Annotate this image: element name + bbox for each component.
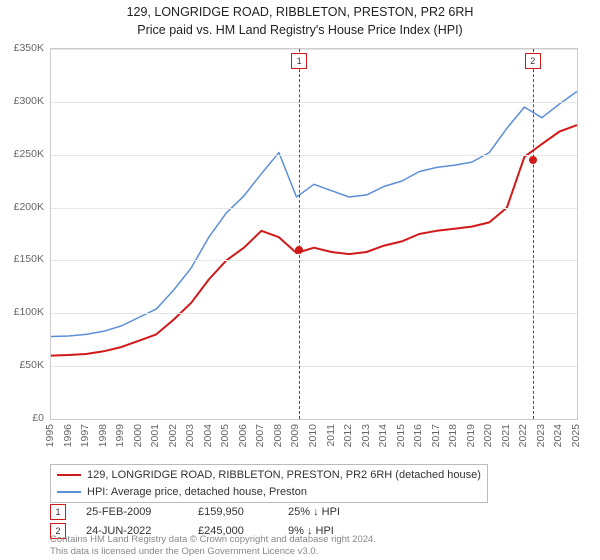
reference-marker: 2	[525, 53, 541, 69]
x-tick-label: 1998	[97, 424, 109, 447]
x-tick-label: 2002	[167, 424, 179, 447]
title-line-2: Price paid vs. HM Land Registry's House …	[0, 22, 600, 40]
x-tick-label: 1996	[62, 424, 74, 447]
legend-label: 129, LONGRIDGE ROAD, RIBBLETON, PRESTON,…	[87, 467, 481, 484]
y-tick-label: £150K	[14, 253, 44, 265]
y-tick-label: £300K	[14, 95, 44, 107]
x-tick-label: 2013	[360, 424, 372, 447]
x-tick-label: 1995	[44, 424, 56, 447]
x-tick-label: 2018	[447, 424, 459, 447]
plot-area: 12	[50, 48, 578, 420]
x-tick-label: 2021	[500, 424, 512, 447]
x-tick-label: 2016	[412, 424, 424, 447]
x-tick-label: 2012	[342, 424, 354, 447]
footer: Contains HM Land Registry data © Crown c…	[50, 534, 376, 558]
x-tick-label: 2011	[325, 424, 337, 447]
gridline	[51, 208, 577, 209]
footer-line-2: This data is licensed under the Open Gov…	[50, 546, 376, 558]
reference-marker: 1	[291, 53, 307, 69]
x-tick-label: 2020	[482, 424, 494, 447]
marker-price: £159,950	[198, 506, 268, 518]
x-axis: 1995199619971998199920002001200220032004…	[50, 420, 578, 440]
x-tick-label: 2007	[254, 424, 266, 447]
gridline	[51, 366, 577, 367]
plot-svg	[51, 49, 577, 419]
title-block: 129, LONGRIDGE ROAD, RIBBLETON, PRESTON,…	[0, 0, 600, 39]
gridline	[51, 155, 577, 156]
legend-row: HPI: Average price, detached house, Pres…	[57, 484, 481, 501]
chart-container: 129, LONGRIDGE ROAD, RIBBLETON, PRESTON,…	[0, 0, 600, 560]
x-tick-label: 2001	[149, 424, 161, 447]
x-tick-label: 2010	[307, 424, 319, 447]
y-tick-label: £200K	[14, 201, 44, 213]
x-tick-label: 2024	[552, 424, 564, 447]
x-tick-label: 2022	[517, 424, 529, 447]
legend-row: 129, LONGRIDGE ROAD, RIBBLETON, PRESTON,…	[57, 467, 481, 484]
x-tick-label: 2023	[535, 424, 547, 447]
y-tick-label: £350K	[14, 42, 44, 54]
title-line-1: 129, LONGRIDGE ROAD, RIBBLETON, PRESTON,…	[0, 4, 600, 22]
legend-swatch	[57, 491, 81, 493]
x-tick-label: 2009	[289, 424, 301, 447]
x-tick-label: 1999	[114, 424, 126, 447]
sale-point	[295, 246, 303, 254]
x-tick-label: 2008	[272, 424, 284, 447]
legend-label: HPI: Average price, detached house, Pres…	[87, 484, 307, 501]
x-tick-label: 2000	[132, 424, 144, 447]
y-tick-label: £50K	[19, 359, 44, 371]
gridline	[51, 102, 577, 103]
x-tick-label: 1997	[79, 424, 91, 447]
y-tick-label: £250K	[14, 148, 44, 160]
marker-row: 1 25-FEB-2009 £159,950 25% ↓ HPI	[50, 504, 358, 520]
y-tick-label: £0	[32, 412, 44, 424]
x-tick-label: 2003	[184, 424, 196, 447]
x-tick-label: 2006	[237, 424, 249, 447]
gridline	[51, 49, 577, 50]
x-tick-label: 2019	[465, 424, 477, 447]
x-tick-label: 2005	[219, 424, 231, 447]
gridline	[51, 313, 577, 314]
x-tick-label: 2014	[377, 424, 389, 447]
marker-delta: 25% ↓ HPI	[288, 506, 358, 518]
reference-line	[533, 49, 534, 419]
x-tick-label: 2004	[202, 424, 214, 447]
x-tick-label: 2025	[570, 424, 582, 447]
legend-swatch	[57, 474, 81, 476]
gridline	[51, 260, 577, 261]
sale-point	[529, 156, 537, 164]
x-tick-label: 2015	[395, 424, 407, 447]
x-tick-label: 2017	[430, 424, 442, 447]
y-axis: £0£50K£100K£150K£200K£250K£300K£350K	[0, 48, 48, 420]
y-tick-label: £100K	[14, 306, 44, 318]
marker-number-box: 1	[50, 504, 66, 520]
reference-line	[299, 49, 300, 419]
footer-line-1: Contains HM Land Registry data © Crown c…	[50, 534, 376, 546]
legend: 129, LONGRIDGE ROAD, RIBBLETON, PRESTON,…	[50, 464, 488, 503]
marker-date: 25-FEB-2009	[86, 506, 178, 518]
